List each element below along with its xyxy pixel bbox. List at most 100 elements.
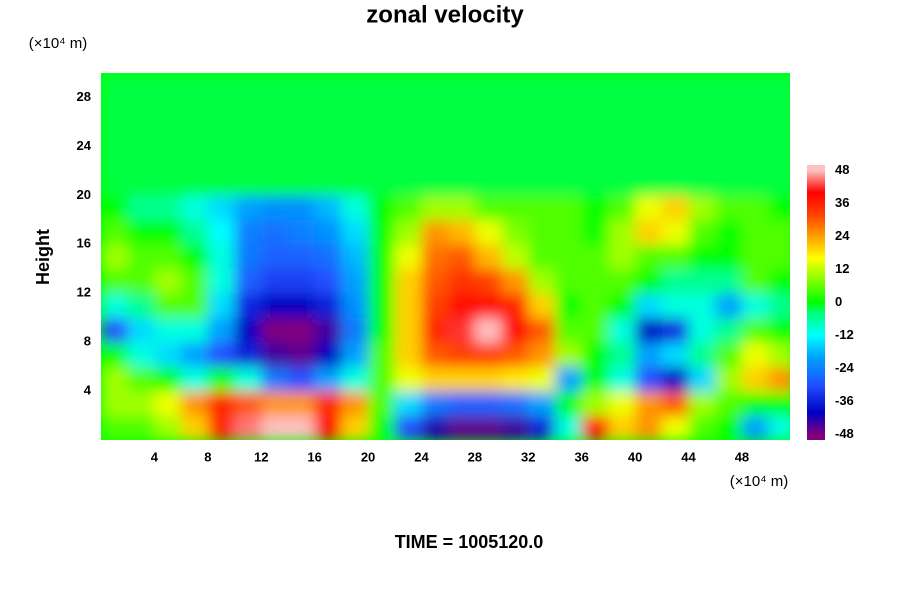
cell: [608, 317, 636, 343]
cell: [368, 293, 396, 319]
cell: [635, 244, 663, 270]
cell: [394, 121, 422, 147]
cell: [474, 170, 503, 196]
cell: [394, 268, 422, 294]
cell: [501, 146, 529, 172]
cell: [635, 121, 663, 147]
cell: [287, 219, 316, 245]
cell: [661, 219, 690, 245]
cell: [608, 170, 636, 196]
colorbar-tick-label: -12: [835, 327, 854, 342]
cell: [554, 317, 583, 343]
cell: [287, 195, 316, 221]
cell: [635, 170, 663, 196]
cell: [127, 170, 155, 196]
cell: [474, 342, 503, 368]
cell: [768, 342, 790, 368]
cell: [528, 342, 556, 368]
cell: [394, 195, 422, 221]
cell: [768, 97, 790, 123]
cell: [207, 121, 236, 147]
cell: [554, 97, 583, 123]
cell: [715, 366, 743, 392]
cell: [181, 195, 209, 221]
cell: [688, 391, 716, 417]
cell: [448, 415, 476, 440]
cell: [608, 293, 636, 319]
cell: [528, 268, 556, 294]
cell: [368, 317, 396, 343]
cell: [314, 244, 342, 270]
cell: [661, 293, 690, 319]
cell: [234, 415, 262, 440]
cell: [314, 73, 342, 98]
cell: [394, 244, 422, 270]
colorbar-tick-label: 36: [835, 195, 849, 210]
cell: [314, 195, 342, 221]
cell: [154, 415, 182, 440]
cell: [421, 219, 449, 245]
cell: [528, 415, 556, 440]
cell: [768, 391, 790, 417]
cell: [341, 317, 369, 343]
cell: [741, 121, 770, 147]
cell: [181, 317, 209, 343]
x-tick-label: 24: [414, 449, 429, 464]
cell: [234, 244, 262, 270]
cell: [581, 121, 609, 147]
cell: [448, 391, 476, 417]
cell: [448, 73, 476, 98]
cell: [341, 73, 369, 98]
colorbar-tick-label: 12: [835, 261, 849, 276]
cell: [768, 244, 790, 270]
plot-area: [101, 73, 790, 440]
cell: [101, 342, 129, 368]
cell: [661, 415, 690, 440]
cell: [234, 391, 262, 417]
cell: [688, 366, 716, 392]
x-tick-label: 20: [361, 449, 375, 464]
cell: [581, 342, 609, 368]
cell: [341, 366, 369, 392]
cell: [207, 268, 236, 294]
cell: [421, 415, 449, 440]
cell: [554, 219, 583, 245]
cell: [368, 121, 396, 147]
cell: [501, 97, 529, 123]
cell: [448, 121, 476, 147]
cell: [661, 366, 690, 392]
cell: [181, 73, 209, 98]
cell: [688, 97, 716, 123]
field: [101, 73, 790, 440]
cell: [314, 170, 342, 196]
cell: [608, 97, 636, 123]
cell: [314, 391, 342, 417]
cell: [554, 73, 583, 98]
cell: [528, 121, 556, 147]
cell: [528, 73, 556, 98]
cell: [394, 391, 422, 417]
cell: [635, 146, 663, 172]
y-tick-label: 4: [84, 383, 92, 398]
cell: [768, 415, 790, 440]
cell: [688, 268, 716, 294]
cell: [715, 170, 743, 196]
cell: [501, 317, 529, 343]
cell: [341, 293, 369, 319]
cell: [688, 415, 716, 440]
cell: [474, 219, 503, 245]
cell: [688, 146, 716, 172]
cell: [394, 366, 422, 392]
cell: [688, 170, 716, 196]
cell: [661, 170, 690, 196]
cell: [261, 415, 289, 440]
cell: [741, 73, 770, 98]
cell: [261, 244, 289, 270]
cell: [368, 366, 396, 392]
cell: [474, 121, 503, 147]
cell: [661, 121, 690, 147]
cell: [181, 244, 209, 270]
cell: [741, 366, 770, 392]
chart-title: zonal velocity: [366, 1, 524, 28]
cell: [368, 97, 396, 123]
